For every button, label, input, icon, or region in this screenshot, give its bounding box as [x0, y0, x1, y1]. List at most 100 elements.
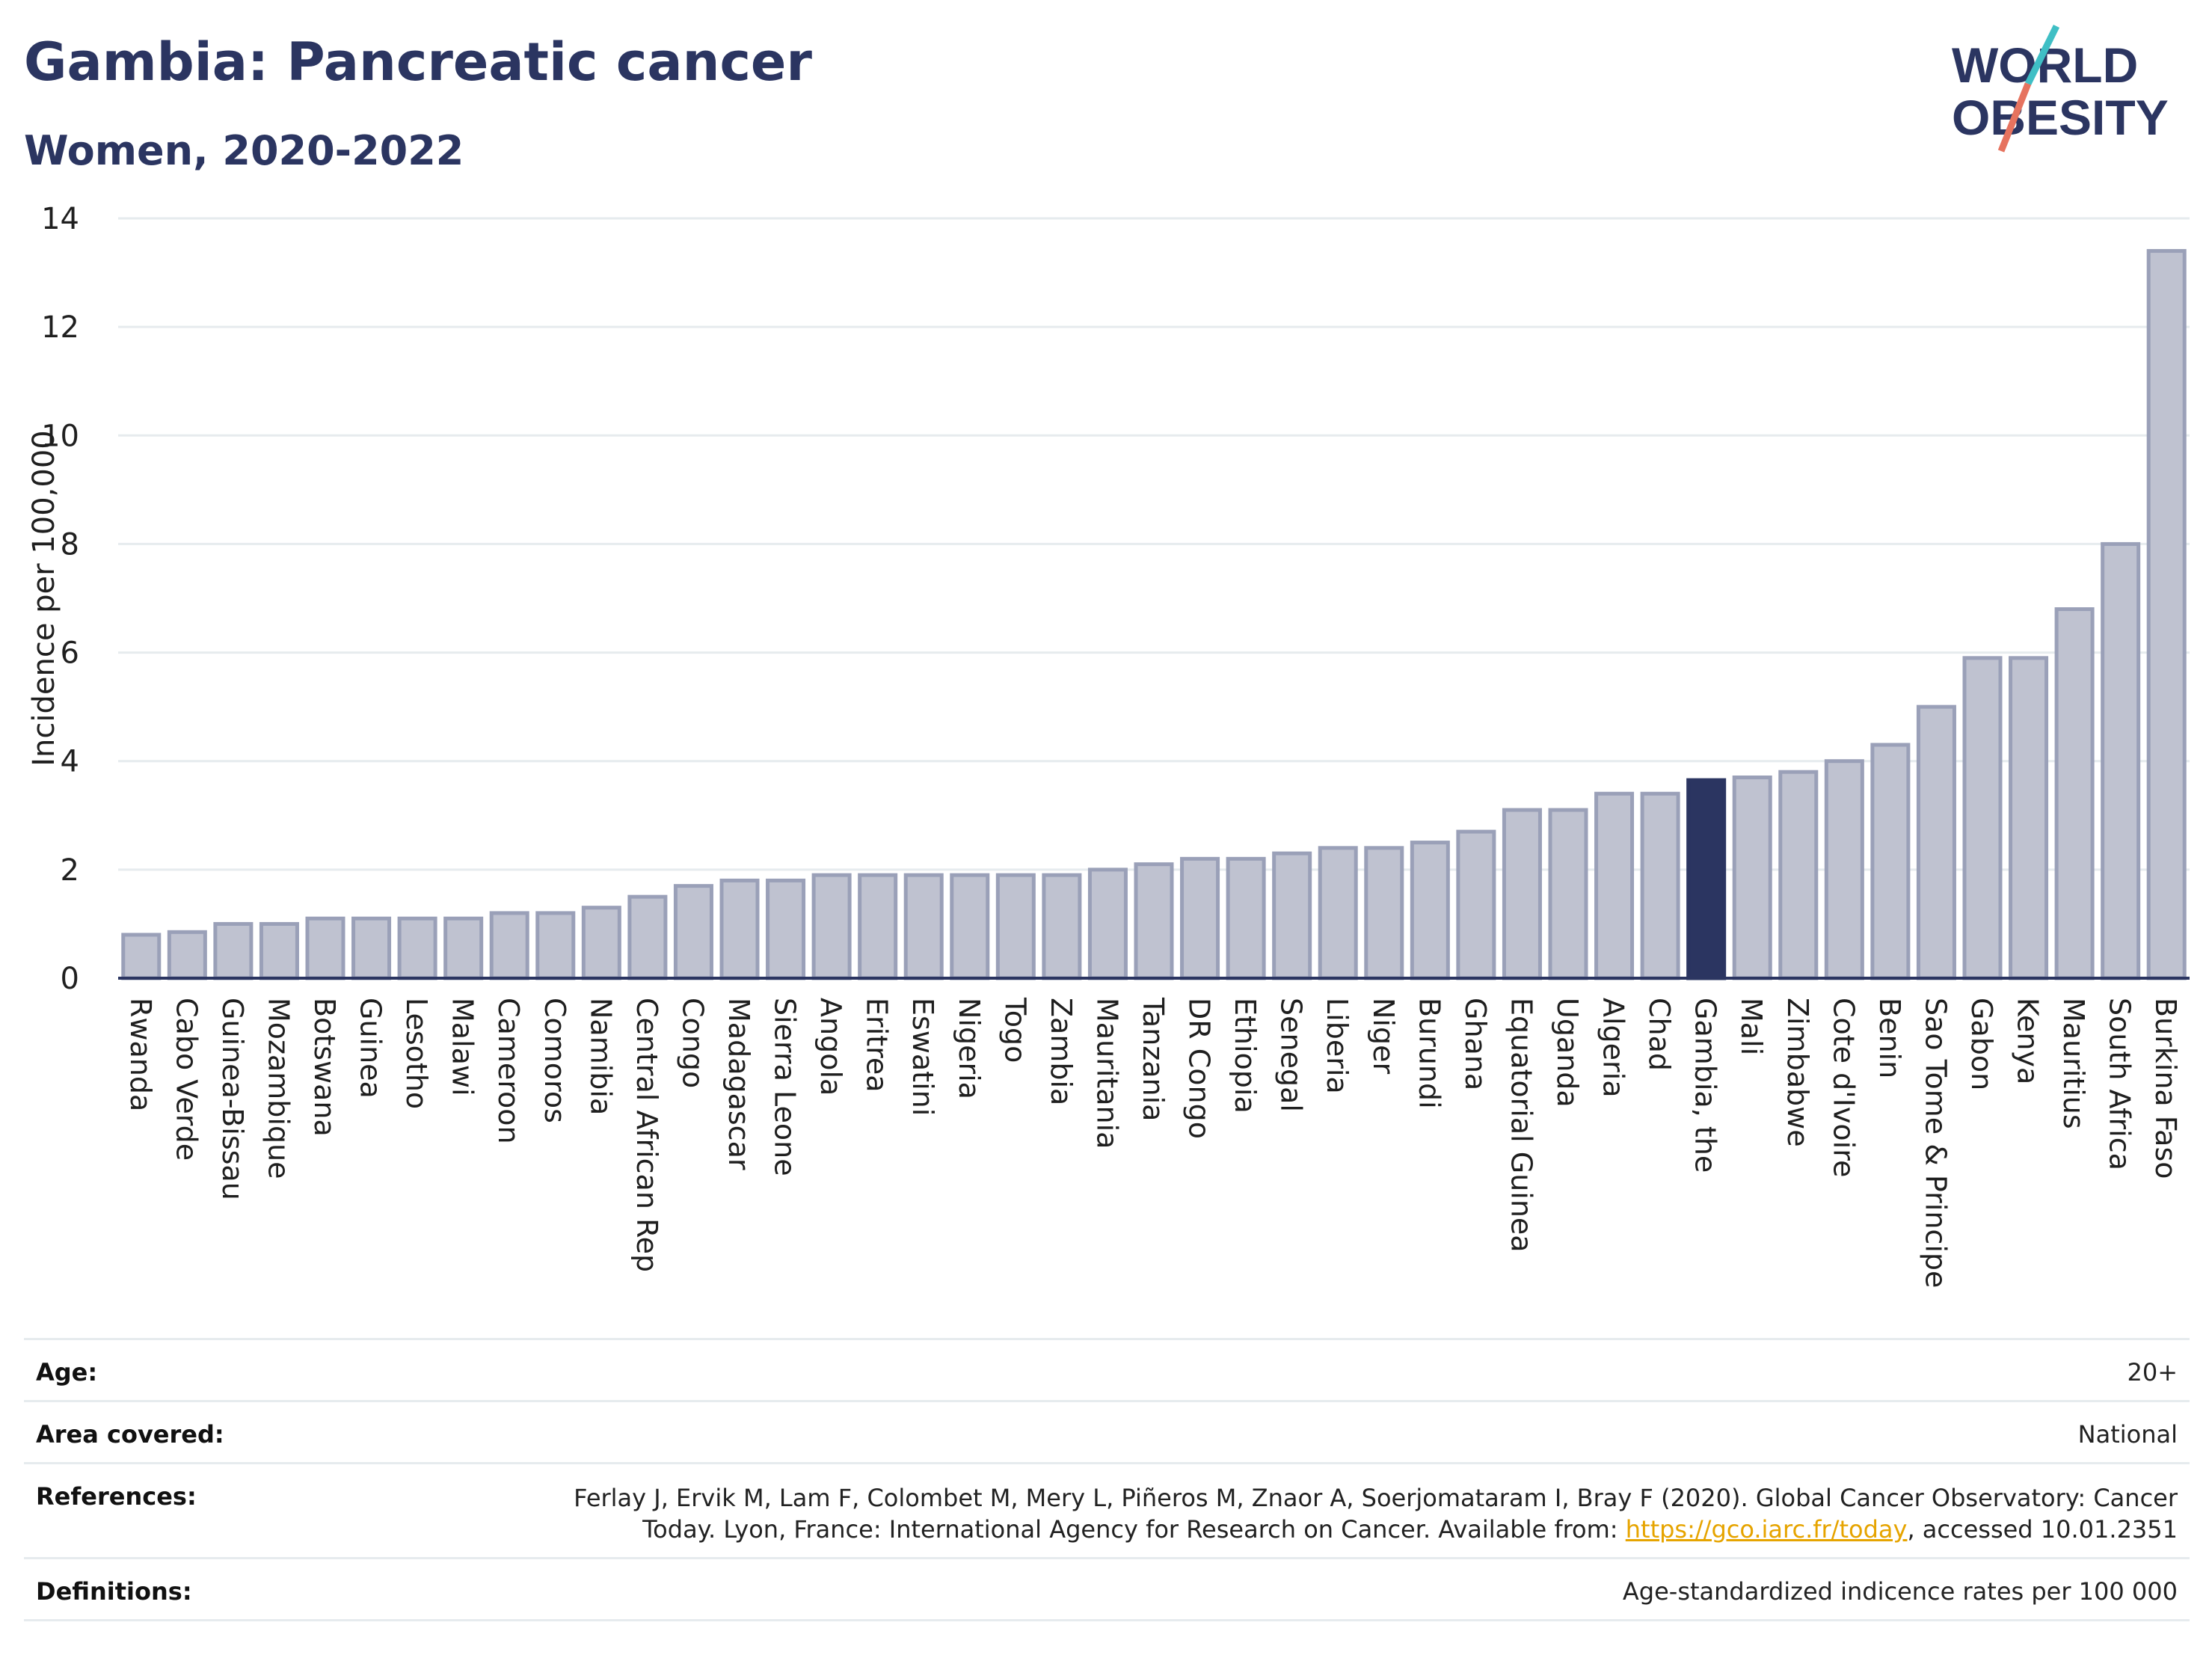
bar: [213, 921, 254, 980]
area-value: National: [2077, 1420, 2178, 1449]
logo-slash-coral: [1997, 82, 2032, 153]
bar: [1042, 873, 1082, 980]
bar: [167, 930, 207, 980]
bar: [1548, 808, 1588, 980]
bar: [351, 916, 392, 980]
x-tick-label: Burkina Faso: [2149, 998, 2182, 1179]
bar: [489, 911, 529, 980]
y-tick-label: 8: [61, 527, 79, 562]
x-tick-label: Nigeria: [953, 998, 986, 1099]
x-tick-label: DR Congo: [1183, 998, 1216, 1139]
x-tick-label: Equatorial Guinea: [1505, 998, 1537, 1253]
y-axis-ticks: 0 2 4 6 8 10 12 14: [41, 202, 79, 996]
x-tick-label: Zimbabwe: [1781, 998, 1814, 1147]
bar: [1180, 856, 1220, 980]
y-tick-label: 10: [41, 419, 79, 453]
age-value: 20+: [2127, 1358, 2178, 1387]
bar: [673, 884, 713, 980]
bar: [1732, 775, 1772, 980]
bar: [2009, 656, 2049, 980]
bar-chart: 0 2 4 6 8 10 12 14 Rwanda Cabo Verde Guinea-Bissa…: [27, 202, 2190, 1288]
y-tick-label: 4: [61, 745, 79, 779]
references-value: Ferlay J, Ervik M, Lam F, Colombet M, Me…: [574, 1482, 2178, 1545]
bars: [121, 249, 2187, 980]
y-tick-label: 2: [61, 853, 79, 888]
x-tick-label: South Africa: [2104, 998, 2136, 1170]
bar: [950, 873, 990, 980]
x-tick-label: Mauritania: [1090, 998, 1123, 1149]
world-obesity-logo: WORLD OBESITY: [1952, 25, 2169, 153]
references-line1: Ferlay J, Ervik M, Lam F, Colombet M, Me…: [574, 1484, 2178, 1512]
bar: [535, 911, 576, 980]
x-tick-label: Mozambique: [262, 998, 295, 1179]
x-tick-label: Namibia: [584, 998, 617, 1115]
bar: [811, 873, 852, 980]
bar: [2101, 541, 2141, 980]
bar: [121, 933, 162, 980]
x-tick-label: Niger: [1367, 998, 1400, 1074]
bar: [1640, 791, 1680, 980]
bar: [305, 916, 345, 980]
bar: [995, 873, 1036, 980]
bar: [719, 878, 760, 980]
x-tick-label: Guinea: [354, 998, 387, 1099]
x-tick-label: Eritrea: [861, 998, 894, 1093]
y-tick-label: 12: [41, 310, 79, 345]
bar: [1226, 856, 1266, 980]
bar: [1410, 841, 1450, 980]
x-tick-label: Chad: [1643, 998, 1676, 1071]
bar: [1916, 704, 1956, 980]
chart-subtitle: Women, 2020-2022: [24, 127, 464, 174]
bar: [858, 873, 898, 980]
x-tick-label: Zambia: [1045, 998, 1078, 1105]
x-tick-label: Sierra Leone: [769, 998, 802, 1176]
logo-slash-teal: [2024, 25, 2060, 85]
bar: [1778, 770, 1819, 980]
chart-title: Gambia: Pancreatic cancer: [24, 31, 812, 93]
x-tick-label: Togo: [998, 997, 1031, 1063]
bar: [1962, 656, 2003, 980]
bar: [1824, 759, 1864, 980]
bar: [1364, 846, 1404, 980]
x-tick-label: Uganda: [1551, 998, 1584, 1108]
x-tick-label: Rwanda: [124, 998, 157, 1111]
x-tick-label: Comoros: [538, 998, 571, 1123]
info-row-area: Area covered: National: [24, 1400, 2190, 1462]
bar: [766, 878, 806, 980]
bar: [627, 894, 668, 980]
bar: [259, 921, 299, 980]
bar: [581, 906, 621, 980]
x-tick-label: Senegal: [1275, 998, 1308, 1112]
references-label: References:: [36, 1482, 197, 1511]
x-tick-label: Cameroon: [492, 998, 525, 1144]
x-axis-labels: Rwanda Cabo Verde Guinea-Bissau Mozambique B…: [124, 997, 2182, 1288]
x-tick-label: Madagascar: [722, 998, 755, 1170]
logo-text-obesity: OBESITY: [1952, 90, 2169, 145]
x-tick-label: Algeria: [1597, 998, 1630, 1098]
bar: [903, 873, 944, 980]
x-tick-label: Gabon: [1965, 998, 1998, 1090]
definitions-value: Age-standardized indicence rates per 100…: [1622, 1577, 2178, 1606]
y-tick-label: 0: [61, 962, 79, 996]
references-link[interactable]: https://gco.iarc.fr/today: [1625, 1515, 1908, 1544]
x-tick-label: Ghana: [1459, 998, 1492, 1090]
bar: [1594, 791, 1635, 980]
info-row-definitions: Definitions: Age-standardized indicence …: [24, 1557, 2190, 1621]
x-tick-label: Gambia, the: [1689, 998, 1722, 1173]
bar: [1087, 868, 1128, 980]
x-tick-label: Guinea-Bissau: [216, 998, 249, 1200]
bar: [1272, 851, 1312, 980]
x-tick-label: Cote d'Ivoire: [1827, 998, 1860, 1177]
y-tick-label: 6: [61, 636, 79, 671]
bar: [1870, 743, 1911, 980]
x-tick-label: Congo: [676, 998, 709, 1088]
info-row-age: Age: 20+: [24, 1338, 2190, 1400]
bar: [443, 916, 484, 980]
bar: [2054, 607, 2095, 980]
bar: [397, 916, 437, 980]
x-tick-label: Kenya: [2012, 998, 2044, 1084]
x-tick-label: Cabo Verde: [170, 998, 203, 1161]
x-tick-label: Liberia: [1321, 998, 1354, 1094]
bar: [1456, 829, 1496, 980]
bar: [1502, 808, 1542, 980]
